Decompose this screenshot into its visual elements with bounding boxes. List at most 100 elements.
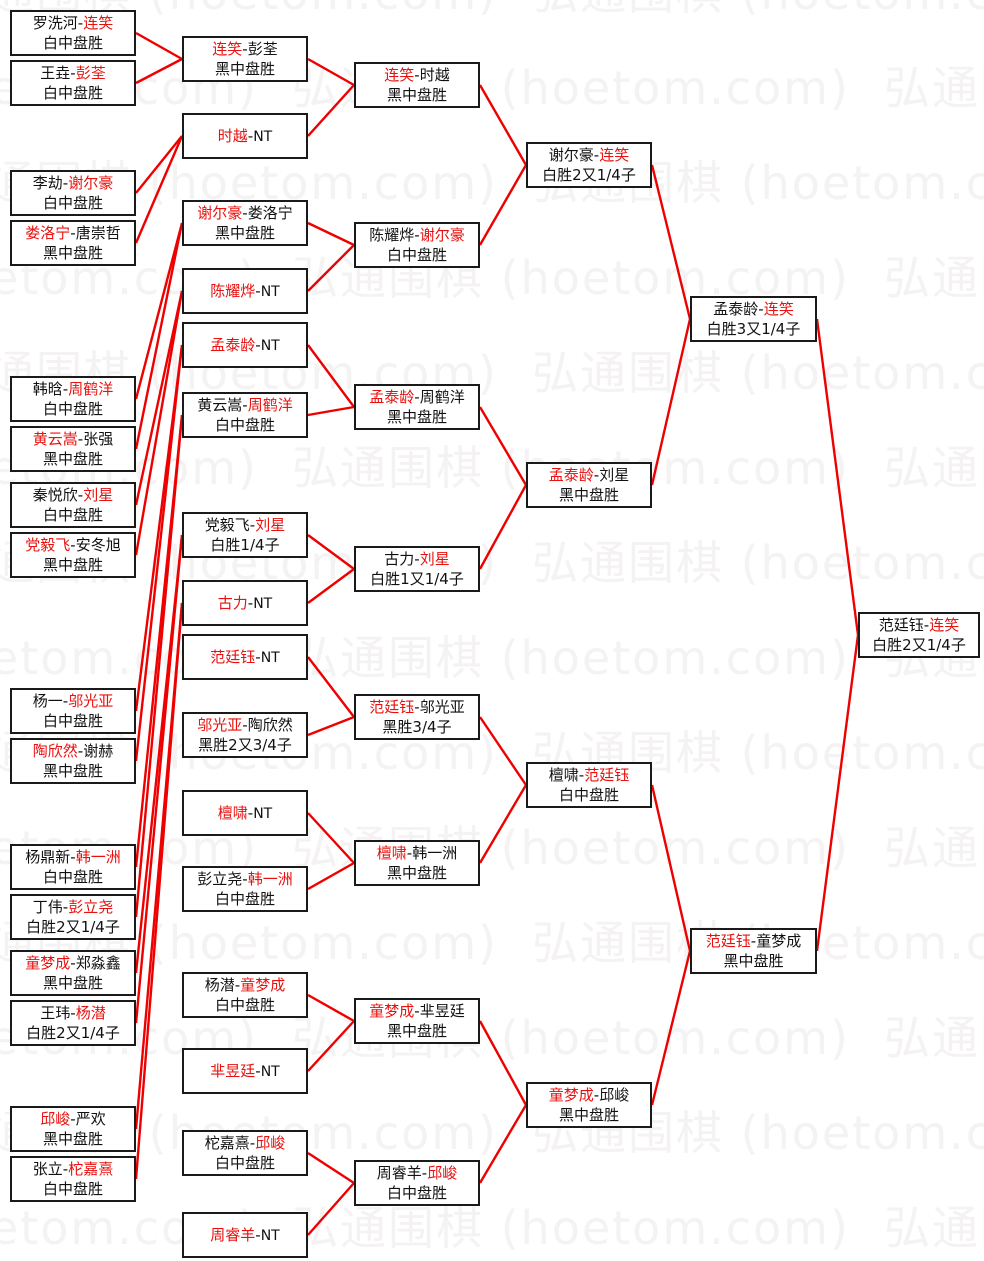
match-box[interactable]: 童梦成-郑淼鑫 黑中盘胜: [10, 950, 136, 996]
match-box[interactable]: 连笑-时越 黑中盘胜: [354, 62, 480, 108]
player-right: 杨潜: [75, 1004, 106, 1022]
connector-line: [307, 534, 355, 570]
match-pairing: 童梦成-邱峻: [549, 1085, 629, 1105]
match-box[interactable]: 童梦成-芈昱廷 黑中盘胜: [354, 998, 480, 1044]
match-result: 黑中盘胜: [214, 60, 275, 78]
match-box[interactable]: 范廷钰-邬光亚 黑胜3/4子: [354, 694, 480, 740]
player-left: 檀啸: [217, 803, 248, 822]
match-box[interactable]: 邬光亚-陶欣然 黑胜2又3/4子: [182, 712, 308, 758]
match-box[interactable]: 檀啸-NT: [182, 790, 308, 836]
match-box[interactable]: 陈耀烨-NT: [182, 268, 308, 314]
pairing-separator: -: [234, 976, 241, 994]
connector-line: [135, 57, 183, 85]
match-pairing: 李劫-谢尔豪: [33, 173, 113, 193]
match-box[interactable]: 王垚-彭荃 白中盘胜: [10, 60, 136, 106]
match-box[interactable]: 周睿羊-NT: [182, 1212, 308, 1258]
match-box[interactable]: 陶欣然-谢赫 黑中盘胜: [10, 738, 136, 784]
match-box[interactable]: 连笑-彭荃 黑中盘胜: [182, 36, 308, 82]
match-box[interactable]: 芈昱廷-NT: [182, 1048, 308, 1094]
pairing-separator: -: [578, 766, 585, 784]
match-box[interactable]: 范廷钰-童梦成 黑中盘胜: [690, 928, 817, 974]
player-left: 周睿羊: [376, 1164, 422, 1182]
match-pairing: 古力-NT: [218, 593, 272, 614]
pairing-separator: -: [414, 1002, 420, 1020]
match-box[interactable]: 彭立尧-韩一洲 白中盘胜: [182, 866, 308, 912]
match-box[interactable]: 范廷钰-连笑 白胜2又1/4子: [858, 612, 980, 658]
match-box[interactable]: 孟泰龄-NT: [182, 322, 308, 368]
match-pairing: 杨鼎新-韩一洲: [25, 847, 120, 867]
match-box[interactable]: 檀啸-韩一洲 黑中盘胜: [354, 840, 480, 886]
pairing-separator: -: [255, 335, 261, 354]
match-box[interactable]: 范廷钰-NT: [182, 634, 308, 680]
player-right: 连笑: [763, 300, 794, 318]
connector-line: [307, 656, 355, 718]
match-box[interactable]: 韩晗-周鹤洋 白中盘胜: [10, 376, 136, 422]
match-box[interactable]: 李劫-谢尔豪 白中盘胜: [10, 170, 136, 216]
player-right: 童梦成: [756, 932, 802, 950]
pairing-separator: -: [593, 146, 600, 164]
player-right: 陶欣然: [247, 716, 293, 734]
match-box[interactable]: 丁伟-彭立尧 白胜2又1/4子: [10, 894, 136, 940]
match-box[interactable]: 童梦成-邱峻 黑中盘胜: [526, 1082, 652, 1128]
player-left: 张立: [32, 1160, 63, 1178]
player-left: 檀啸: [548, 766, 579, 784]
match-box[interactable]: 谢尔豪-连笑 白胜2又1/4子: [526, 142, 652, 188]
connector-line: [307, 1151, 355, 1185]
pairing-separator: -: [255, 281, 261, 300]
match-pairing: 张立-柁嘉熹: [33, 1159, 113, 1179]
pairing-separator: -: [70, 848, 76, 866]
match-result: 黑中盘胜: [42, 974, 103, 992]
player-left: 童梦成: [25, 954, 71, 972]
match-box[interactable]: 党毅飞-安冬旭 黑中盘胜: [10, 532, 136, 578]
player-left: 谢尔豪: [197, 204, 243, 222]
player-right: 范廷钰: [584, 766, 630, 784]
match-box[interactable]: 杨鼎新-韩一洲 白中盘胜: [10, 844, 136, 890]
match-box[interactable]: 党毅飞-刘星 白胜1/4子: [182, 512, 308, 558]
connector-line: [134, 290, 184, 556]
match-box[interactable]: 黄云嵩-张强 黑中盘胜: [10, 426, 136, 472]
connector-line: [134, 135, 184, 244]
pairing-separator: -: [242, 870, 248, 888]
match-result: 黑中盘胜: [42, 1130, 103, 1148]
match-box[interactable]: 娄洛宁-唐崇哲 黑中盘胜: [10, 220, 136, 266]
match-box[interactable]: 柁嘉熹-邱峻 白中盘胜: [182, 1130, 308, 1176]
match-box[interactable]: 檀啸-范廷钰 白中盘胜: [526, 762, 652, 808]
player-left: 杨一: [32, 692, 63, 710]
match-box[interactable]: 周睿羊-邱峻 白中盘胜: [354, 1160, 480, 1206]
match-box[interactable]: 古力-刘星 白胜1又1/4子: [354, 546, 480, 592]
connector-line: [815, 318, 860, 636]
match-box[interactable]: 黄云嵩-周鹤洋 白中盘胜: [182, 392, 308, 438]
pairing-separator: -: [242, 396, 248, 414]
match-box[interactable]: 秦悦欣-刘星 白中盘胜: [10, 482, 136, 528]
match-box[interactable]: 孟泰龄-刘星 黑中盘胜: [526, 462, 652, 508]
match-box[interactable]: 时越-NT: [182, 113, 308, 159]
match-result: 黑中盘胜: [723, 952, 784, 970]
player-right: NT: [253, 128, 273, 145]
match-pairing: 范廷钰-童梦成: [706, 931, 801, 951]
pairing-separator: -: [77, 430, 84, 448]
match-box[interactable]: 孟泰龄-连笑 白胜3又1/4子: [690, 296, 817, 342]
match-box[interactable]: 王玮-杨潜 白胜2又1/4子: [10, 1000, 136, 1046]
match-box[interactable]: 张立-柁嘉熹 白中盘胜: [10, 1156, 136, 1202]
match-box[interactable]: 杨一-邬光亚 白中盘胜: [10, 688, 136, 734]
match-box[interactable]: 古力-NT: [182, 580, 308, 626]
match-box[interactable]: 陈耀烨-谢尔豪 白中盘胜: [354, 222, 480, 268]
match-pairing: 韩晗-周鹤洋: [33, 379, 113, 399]
match-box[interactable]: 孟泰龄-周鹤洋 黑中盘胜: [354, 384, 480, 430]
player-left: 黄云嵩: [32, 430, 78, 448]
player-left: 孟泰龄: [210, 335, 256, 354]
match-box[interactable]: 邱峻-严欢 黑中盘胜: [10, 1106, 136, 1152]
connector-line: [650, 784, 692, 952]
match-box[interactable]: 谢尔豪-娄洛宁 黑中盘胜: [182, 200, 308, 246]
match-box[interactable]: 杨潜-童梦成 白中盘胜: [182, 972, 308, 1018]
match-result: 白胜2又1/4子: [872, 636, 966, 654]
match-result: 黑中盘胜: [42, 244, 103, 262]
connector-line: [478, 406, 528, 486]
match-result: 白中盘胜: [214, 416, 275, 434]
match-result: 黑中盘胜: [558, 1106, 619, 1124]
connector-line: [307, 221, 355, 247]
connector-line: [135, 31, 183, 61]
player-left: 古力: [217, 593, 248, 612]
player-right: 连笑: [599, 146, 630, 164]
match-box[interactable]: 罗洗河-连笑 白中盘胜: [10, 10, 136, 56]
